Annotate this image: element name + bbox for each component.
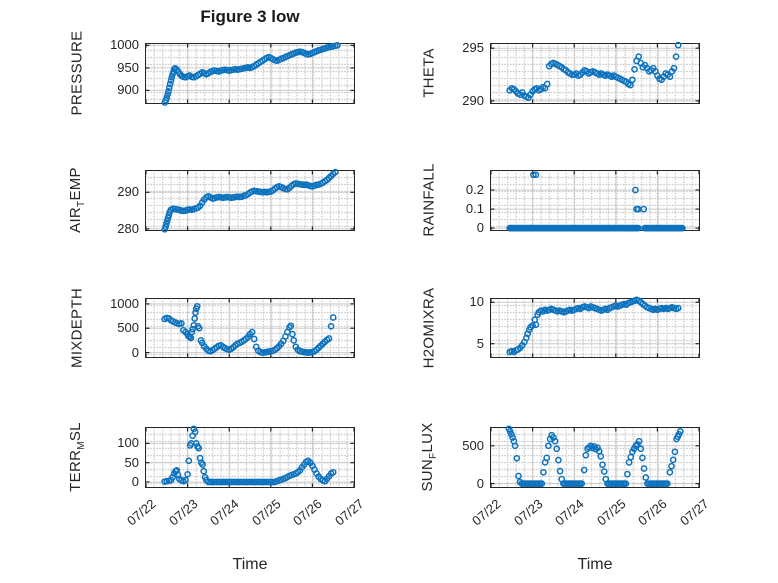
x-tick-label: 07/23	[510, 496, 546, 529]
y-tick-label: 290	[462, 92, 484, 108]
scatter-markers-terrmsl	[145, 425, 355, 487]
y-tick-label: 0	[131, 344, 139, 360]
y-tick-label: 100	[117, 435, 139, 451]
x-tick-label: 07/26	[635, 496, 671, 529]
x-tick-label: 07/25	[248, 496, 284, 529]
scatter-markers-theta	[490, 41, 700, 103]
y-tick-label: 5	[476, 335, 484, 351]
y-axis-label-pressure: PRESSURE	[68, 30, 86, 116]
x-tick-label: 07/27	[332, 496, 367, 529]
y-tick-label: 950	[117, 59, 139, 75]
scatter-markers-mixdepth	[145, 299, 355, 357]
x-tick-label: 07/24	[207, 496, 242, 529]
y-tick-label: 0	[131, 473, 139, 489]
figure-title: Figure 3 low	[200, 7, 300, 26]
panel-rainfall	[490, 170, 700, 232]
y-axis-label-air-temp: AIRTEMP	[67, 167, 87, 233]
y-tick-label: 900	[117, 82, 139, 98]
x-tick-label: 07/24	[552, 496, 587, 529]
x-tick-label: 07/23	[165, 496, 201, 529]
y-tick-label: 0.2	[465, 182, 484, 198]
scatter-markers-sunflux	[490, 425, 700, 487]
y-axis-label-terr-msl: TERRMSL	[67, 422, 87, 492]
y-tick-label: 295	[462, 40, 484, 56]
panel-sun-flux	[490, 425, 700, 488]
y-tick-label: 0	[476, 220, 484, 236]
scatter-markers-rainfall	[490, 171, 700, 232]
x-tick-label: 07/22	[469, 496, 504, 529]
y-tick-label: 500	[117, 320, 139, 336]
panel-terr-msl	[145, 425, 355, 488]
y-tick-label: 280	[117, 220, 139, 236]
scatter-markers-h2omixra	[490, 296, 700, 357]
x-tick-label: 07/27	[677, 496, 712, 529]
x-tick-label: 07/25	[593, 496, 629, 529]
panel-air-temp	[145, 168, 355, 233]
y-tick-label: 0	[476, 475, 484, 491]
x-axis-label-time-left: Time	[232, 556, 268, 573]
panel-theta	[490, 41, 700, 104]
y-tick-label: 10	[469, 294, 484, 310]
x-tick-label: 07/22	[124, 496, 159, 529]
y-tick-label: 290	[117, 184, 139, 200]
y-axis-label-mixdepth: MIXDEPTH	[68, 288, 86, 368]
y-tick-label: 1000	[110, 37, 139, 53]
scatter-markers-pressure	[145, 42, 355, 106]
scatter-markers-airtemp	[145, 168, 355, 233]
y-tick-label: 0.1	[465, 201, 484, 217]
x-axis-label-time-right: Time	[577, 556, 613, 573]
y-tick-label: 50	[124, 454, 139, 470]
x-tick-label: 07/26	[290, 496, 326, 529]
y-tick-label: 1000	[110, 295, 139, 311]
panel-mixdepth	[145, 298, 355, 358]
y-tick-label: 500	[462, 437, 484, 453]
y-axis-label-theta: THETA	[420, 48, 438, 98]
panel-pressure	[145, 42, 355, 106]
panel-h2omixra	[490, 296, 700, 358]
